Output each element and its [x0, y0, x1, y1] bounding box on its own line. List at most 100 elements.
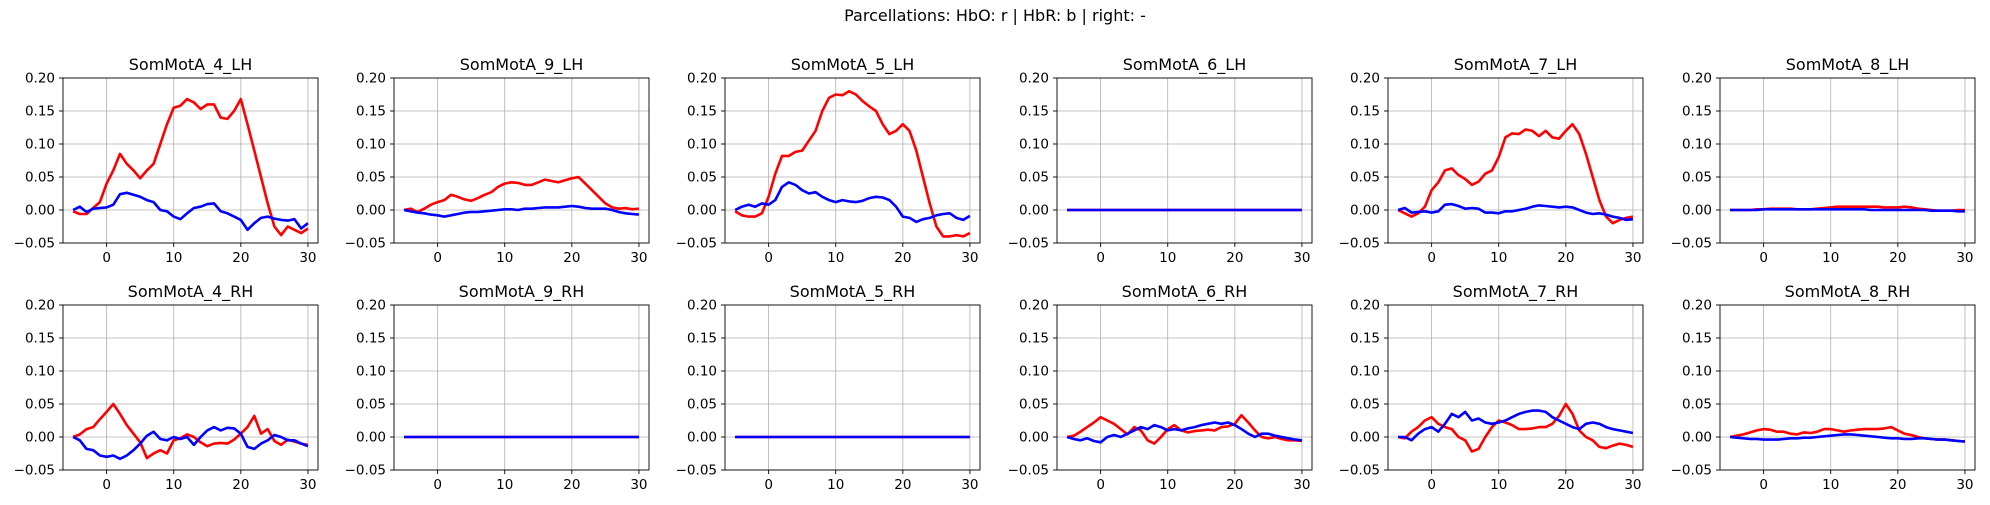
x-tick-label: 0 — [102, 477, 111, 493]
y-tick-label: 0.00 — [356, 430, 386, 446]
y-tick-label: 0.20 — [1682, 298, 1712, 314]
y-tick-label: −0.05 — [14, 236, 55, 252]
y-tick-label: 0.05 — [1019, 397, 1049, 413]
y-tick-label: 0.20 — [687, 298, 717, 314]
y-tick-label: 0.05 — [1682, 397, 1712, 413]
series-line-hbr — [72, 191, 309, 232]
panel-SomMotA_5_RH: 0 10 20 30 −0.05 0.00 0.05 0.10 0.15 0.20 SomMotA_… — [676, 282, 981, 493]
panel-title: SomMotA_8_LH — [1786, 55, 1909, 75]
panel-title: SomMotA_4_LH — [129, 55, 252, 75]
x-tick-label: 10 — [496, 250, 513, 266]
axes-frame — [724, 77, 981, 244]
y-tick-label: −0.05 — [1008, 463, 1049, 479]
x-tick-label: 10 — [1490, 250, 1507, 266]
x-tick-label: 20 — [894, 477, 911, 493]
y-tick-label: 0.05 — [356, 397, 386, 413]
y-tick-label: 0.10 — [687, 364, 717, 380]
panel-SomMotA_4_RH: 0 10 20 30 −0.05 0.00 0.05 0.10 0.15 0.20 SomMotA_… — [14, 282, 319, 493]
panel-title: SomMotA_6_RH — [1122, 282, 1248, 302]
y-tick-label: 0.10 — [1350, 137, 1380, 153]
y-tick-label: 0.20 — [25, 298, 55, 314]
y-tick-label: 0.20 — [25, 71, 55, 87]
y-tick-label: 0.00 — [1350, 203, 1380, 219]
y-tick-label: 0.15 — [1019, 104, 1049, 120]
y-tick-label: 0.20 — [1019, 298, 1049, 314]
panel-SomMotA_9_RH: 0 10 20 30 −0.05 0.00 0.05 0.10 0.15 0.20 SomMotA_… — [345, 282, 650, 493]
y-tick-label: 0.10 — [356, 364, 386, 380]
y-tick-label: 0.10 — [1019, 364, 1049, 380]
x-tick-label: 30 — [1624, 477, 1641, 493]
y-tick-label: −0.05 — [1671, 236, 1712, 252]
y-tick-label: 0.00 — [25, 430, 55, 446]
figure-suptitle: Parcellations: HbO: r | HbR: b | right: … — [844, 6, 1146, 25]
x-tick-label: 20 — [563, 250, 580, 266]
x-tick-label: 30 — [1956, 477, 1973, 493]
y-tick-label: 0.15 — [1682, 331, 1712, 347]
series-line-hbo — [734, 89, 971, 238]
y-tick-label: −0.05 — [345, 463, 386, 479]
x-tick-label: 10 — [496, 477, 513, 493]
x-tick-label: 20 — [1889, 250, 1906, 266]
series-line-hbo — [1397, 122, 1634, 225]
x-tick-label: 0 — [102, 250, 111, 266]
x-tick-label: 20 — [1226, 250, 1243, 266]
y-tick-label: 0.00 — [356, 203, 386, 219]
y-tick-label: 0.20 — [687, 71, 717, 87]
y-tick-label: 0.05 — [687, 397, 717, 413]
x-tick-label: 30 — [1956, 250, 1973, 266]
x-tick-label: 30 — [630, 250, 647, 266]
x-tick-label: 0 — [1759, 250, 1768, 266]
x-tick-label: 10 — [1490, 477, 1507, 493]
y-tick-label: 0.15 — [356, 104, 386, 120]
series-line-hbo — [1397, 402, 1634, 453]
x-tick-label: 30 — [1293, 250, 1310, 266]
panel-SomMotA_7_LH: 0 10 20 30 −0.05 0.00 0.05 0.10 0.15 0.20 SomMotA_… — [1339, 55, 1644, 266]
series-line-hbr — [72, 425, 309, 461]
panel-title: SomMotA_5_RH — [790, 282, 916, 302]
series-line-hbo — [72, 402, 309, 460]
y-tick-label: 0.15 — [687, 331, 717, 347]
y-tick-label: 0.10 — [687, 137, 717, 153]
y-tick-label: 0.20 — [356, 71, 386, 87]
y-tick-label: 0.10 — [25, 364, 55, 380]
y-tick-label: −0.05 — [1008, 236, 1049, 252]
x-tick-label: 10 — [165, 250, 182, 266]
y-tick-label: 0.15 — [687, 104, 717, 120]
y-tick-label: 0.15 — [25, 331, 55, 347]
axes-frame — [1719, 77, 1976, 244]
y-tick-label: 0.10 — [1019, 137, 1049, 153]
x-tick-label: 30 — [299, 250, 316, 266]
x-tick-label: 30 — [299, 477, 316, 493]
y-tick-label: 0.00 — [25, 203, 55, 219]
y-tick-label: 0.20 — [1350, 71, 1380, 87]
x-tick-label: 20 — [1889, 477, 1906, 493]
y-tick-label: 0.10 — [1682, 364, 1712, 380]
x-tick-label: 0 — [1427, 250, 1436, 266]
series-line-hbo — [1066, 413, 1303, 445]
panel-title: SomMotA_4_RH — [128, 282, 254, 302]
x-tick-label: 10 — [1822, 250, 1839, 266]
x-tick-label: 20 — [1557, 477, 1574, 493]
y-tick-label: 0.05 — [356, 170, 386, 186]
x-tick-label: 0 — [764, 477, 773, 493]
axes-frame — [62, 304, 319, 471]
y-tick-label: 0.05 — [1682, 170, 1712, 186]
y-tick-label: −0.05 — [1339, 236, 1380, 252]
axes-frame — [1056, 304, 1313, 471]
panel-SomMotA_8_LH: 0 10 20 30 −0.05 0.00 0.05 0.10 0.15 0.20 SomMotA_… — [1671, 55, 1976, 266]
panel-title: SomMotA_9_LH — [460, 55, 583, 75]
series-line-hbr — [1729, 433, 1966, 443]
panel-title: SomMotA_5_LH — [791, 55, 914, 75]
x-tick-label: 10 — [1822, 477, 1839, 493]
panel-title: SomMotA_7_RH — [1453, 282, 1579, 302]
panel-SomMotA_6_RH: 0 10 20 30 −0.05 0.00 0.05 0.10 0.15 0.20 SomMotA_… — [1008, 282, 1313, 493]
x-tick-label: 0 — [1759, 477, 1768, 493]
y-tick-label: 0.05 — [1019, 170, 1049, 186]
panel-SomMotA_6_LH: 0 10 20 30 −0.05 0.00 0.05 0.10 0.15 0.20 SomMotA_… — [1008, 55, 1313, 266]
x-tick-label: 0 — [1096, 250, 1105, 266]
x-tick-label: 30 — [1624, 250, 1641, 266]
series-line-hbr — [1730, 208, 1965, 213]
axes-frame — [1387, 304, 1644, 471]
y-tick-label: 0.20 — [356, 298, 386, 314]
